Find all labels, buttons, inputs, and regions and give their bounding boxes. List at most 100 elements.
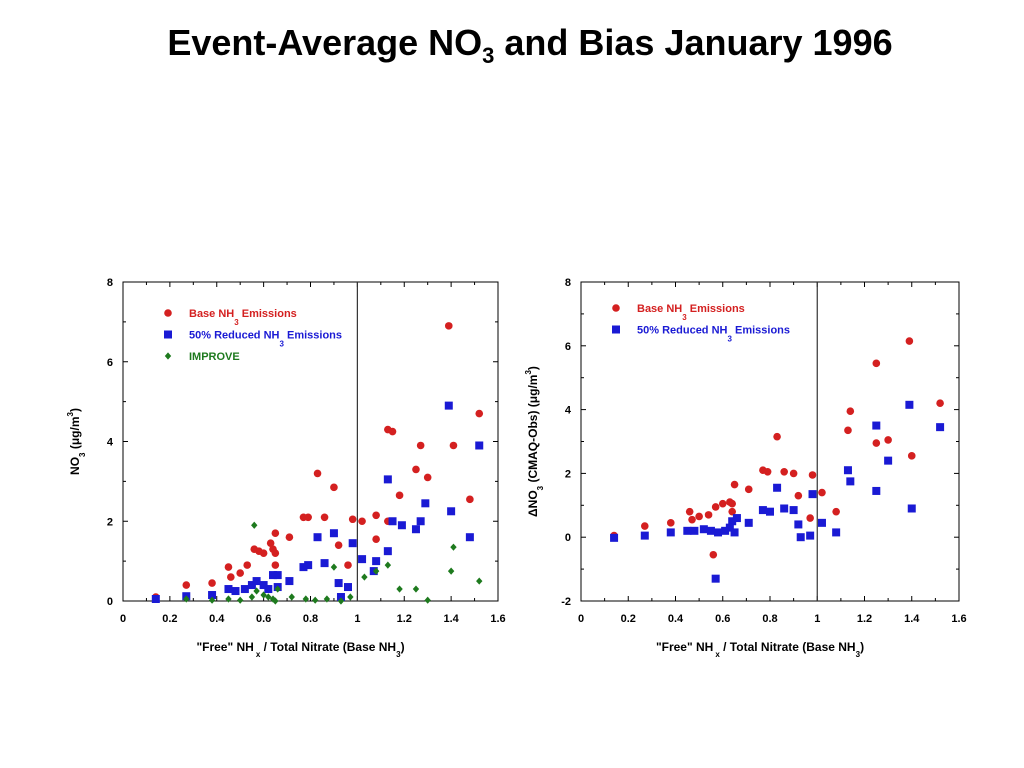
data-point-diamond: [272, 597, 279, 605]
data-point-circle: [832, 507, 840, 516]
data-point-circle: [271, 561, 280, 569]
data-point-square: [313, 533, 322, 542]
data-point-square: [683, 526, 692, 535]
data-point-circle: [666, 519, 675, 527]
page-title: Event-Average NO3 and Bias January 1996: [167, 22, 893, 69]
data-point-square: [610, 533, 619, 542]
data-point-diamond: [225, 595, 232, 603]
data-point-square: [336, 593, 345, 602]
data-point-square: [730, 528, 739, 537]
data-point-circle: [416, 441, 425, 450]
x-axis-label: "Free" NHx / Total Nitrate (Base NH3): [196, 640, 404, 659]
data-point-square: [706, 526, 715, 535]
data-point-square: [690, 526, 699, 535]
data-point-diamond: [330, 563, 338, 571]
data-point-circle: [475, 409, 484, 418]
data-point-square: [397, 521, 406, 530]
chart-1: 0 0.2 0.4 0.6 0.8 1 1.2 1.4 1.6 0 2 4 6 8 "Free" NHx /…: [66, 277, 506, 659]
legend-marker-base: [612, 304, 620, 312]
data-point-circle: [806, 514, 814, 522]
data-point-circle: [780, 468, 788, 476]
data-point-circle: [763, 468, 772, 476]
data-point-circle: [818, 488, 826, 497]
data-point-circle: [271, 529, 280, 538]
data-point-circle: [907, 452, 916, 460]
data-point-square: [329, 529, 338, 538]
data-point-circle: [259, 549, 268, 557]
data-point-circle: [449, 441, 458, 450]
data-point-circle: [423, 473, 432, 482]
data-point-circle: [227, 573, 235, 581]
data-point-square: [843, 466, 852, 475]
data-point-circle: [330, 483, 338, 492]
legend-marker-improve: [164, 352, 172, 360]
data-point-square: [240, 585, 249, 594]
x-tick-label: 1.6: [951, 613, 966, 625]
data-point-circle: [808, 471, 817, 479]
y-tick-label: 2: [107, 516, 113, 528]
data-point-square: [711, 574, 720, 583]
data-point-circle: [304, 513, 312, 522]
data-point-square: [334, 579, 343, 588]
x-tick-label: 1.2: [397, 613, 412, 625]
series-improve: [183, 521, 483, 605]
legend-label-reduced: 50% Reduced NH3 Emissions: [189, 330, 342, 349]
x-tick-label: 1.4: [443, 613, 459, 625]
data-point-square: [444, 401, 453, 410]
data-point-square: [358, 555, 367, 564]
data-point-circle: [872, 439, 881, 447]
data-point-circle: [271, 549, 280, 557]
legend-marker-reduced: [612, 325, 620, 334]
data-point-square: [383, 547, 392, 556]
data-point-circle: [730, 480, 739, 489]
data-point-diamond: [372, 567, 380, 575]
y-tick-label: 2: [565, 468, 571, 480]
data-point-square: [872, 486, 881, 495]
data-point-square: [846, 477, 855, 486]
x-tick-label: 1.2: [857, 613, 872, 625]
data-point-diamond: [274, 585, 281, 593]
chart-2: 0 0.2 0.4 0.6 0.8 1 1.2 1.4 1.6 -2 0 2 4 6 8 "Free" NHx…: [524, 277, 967, 659]
data-point-circle: [372, 535, 380, 543]
data-point-square: [264, 585, 273, 594]
data-point-diamond: [476, 577, 483, 585]
data-point-square: [796, 533, 805, 542]
data-point-square: [372, 557, 381, 566]
x-tick-label: 0.6: [715, 613, 730, 625]
data-point-circle: [395, 491, 404, 500]
data-point-circle: [728, 507, 736, 516]
data-point-square: [285, 577, 294, 586]
data-point-square: [299, 563, 308, 572]
x-tick-label: 0.8: [762, 613, 777, 625]
x-tick-label: 1.6: [490, 613, 505, 625]
data-point-diamond: [347, 593, 354, 601]
data-point-circle: [334, 541, 343, 549]
data-point-diamond: [361, 573, 368, 581]
y-tick-label: 6: [107, 357, 113, 369]
x-tick-label: 0.4: [209, 613, 225, 625]
data-point-square: [936, 423, 945, 432]
x-tick-label: 1: [354, 613, 360, 625]
data-point-diamond: [269, 595, 277, 603]
y-axis-label: NO3 (μg/m3): [66, 408, 87, 475]
data-point-square: [806, 531, 815, 540]
data-point-diamond: [236, 596, 244, 604]
y-tick-label: 0: [565, 532, 571, 544]
data-point-diamond: [424, 596, 431, 604]
data-point-square: [383, 475, 392, 484]
x-tick-label: 0: [120, 613, 126, 625]
data-point-square: [699, 525, 708, 534]
data-point-square: [304, 561, 313, 570]
legend-label-reduced: 50% Reduced NH3 Emissions: [637, 325, 790, 344]
y-tick-label: 8: [565, 277, 571, 289]
data-point-square: [421, 499, 430, 508]
x-tick-label: 1: [814, 613, 820, 625]
data-point-diamond: [265, 593, 272, 601]
data-point-square: [744, 518, 753, 527]
data-point-circle: [704, 511, 713, 519]
data-point-square: [252, 577, 261, 586]
series-base: [610, 337, 944, 559]
data-point-diamond: [260, 591, 267, 599]
data-point-square: [832, 528, 841, 537]
